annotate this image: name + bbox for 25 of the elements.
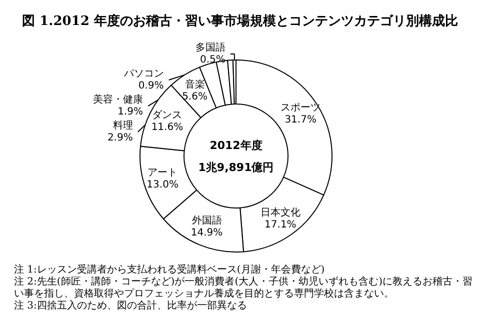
text: 注 1:レッスン受講者から支払われる受講料ベース(月謝・年会費など) — [14, 264, 325, 276]
data-label: 11.6% — [151, 122, 184, 133]
slice-label: 日本文化 — [260, 206, 300, 218]
data-label: 0.5% — [200, 54, 226, 66]
slice-label: ダンス — [152, 108, 182, 121]
slice-label: 美容・健康 — [93, 94, 144, 106]
slice-label: パソコン — [122, 68, 164, 80]
chart-title: 図 1.2012 年度のお稽古・習い事市場規模とコンテンツカテゴリ別構成比 — [22, 13, 458, 29]
slice-label: 外国語 — [192, 214, 222, 227]
data-label: 17.1% — [264, 219, 296, 230]
slice-label: 料理 — [112, 120, 133, 132]
data-label: 14.9% — [190, 228, 223, 239]
text: 注 2:先生(師匠・講師・コーチなど)が一般消費者(大人・子供・幼児いずれも含む)に教えるお稽古・習い事を指し、資格取得やプロフェッショナル養成を目的とする専門学校は含まない。 — [14, 276, 473, 300]
data-label: 1.9% — [118, 106, 144, 118]
slice-label: 音楽 — [184, 78, 205, 90]
data-label: 31.7% — [284, 114, 316, 126]
slice-label: アート — [148, 168, 178, 179]
text: 1兆9,891億円 — [198, 161, 274, 174]
text: 注 3:四捨五入のため、図の合計、比率が一部異なる — [14, 300, 247, 312]
slice-label: 多国語 — [195, 42, 226, 54]
data-label: 13.0% — [146, 180, 178, 191]
text: 2012年度 — [210, 139, 262, 152]
data-label: 2.9% — [107, 132, 133, 144]
data-label: 0.9% — [138, 80, 164, 92]
data-label: 5.6% — [182, 91, 208, 102]
